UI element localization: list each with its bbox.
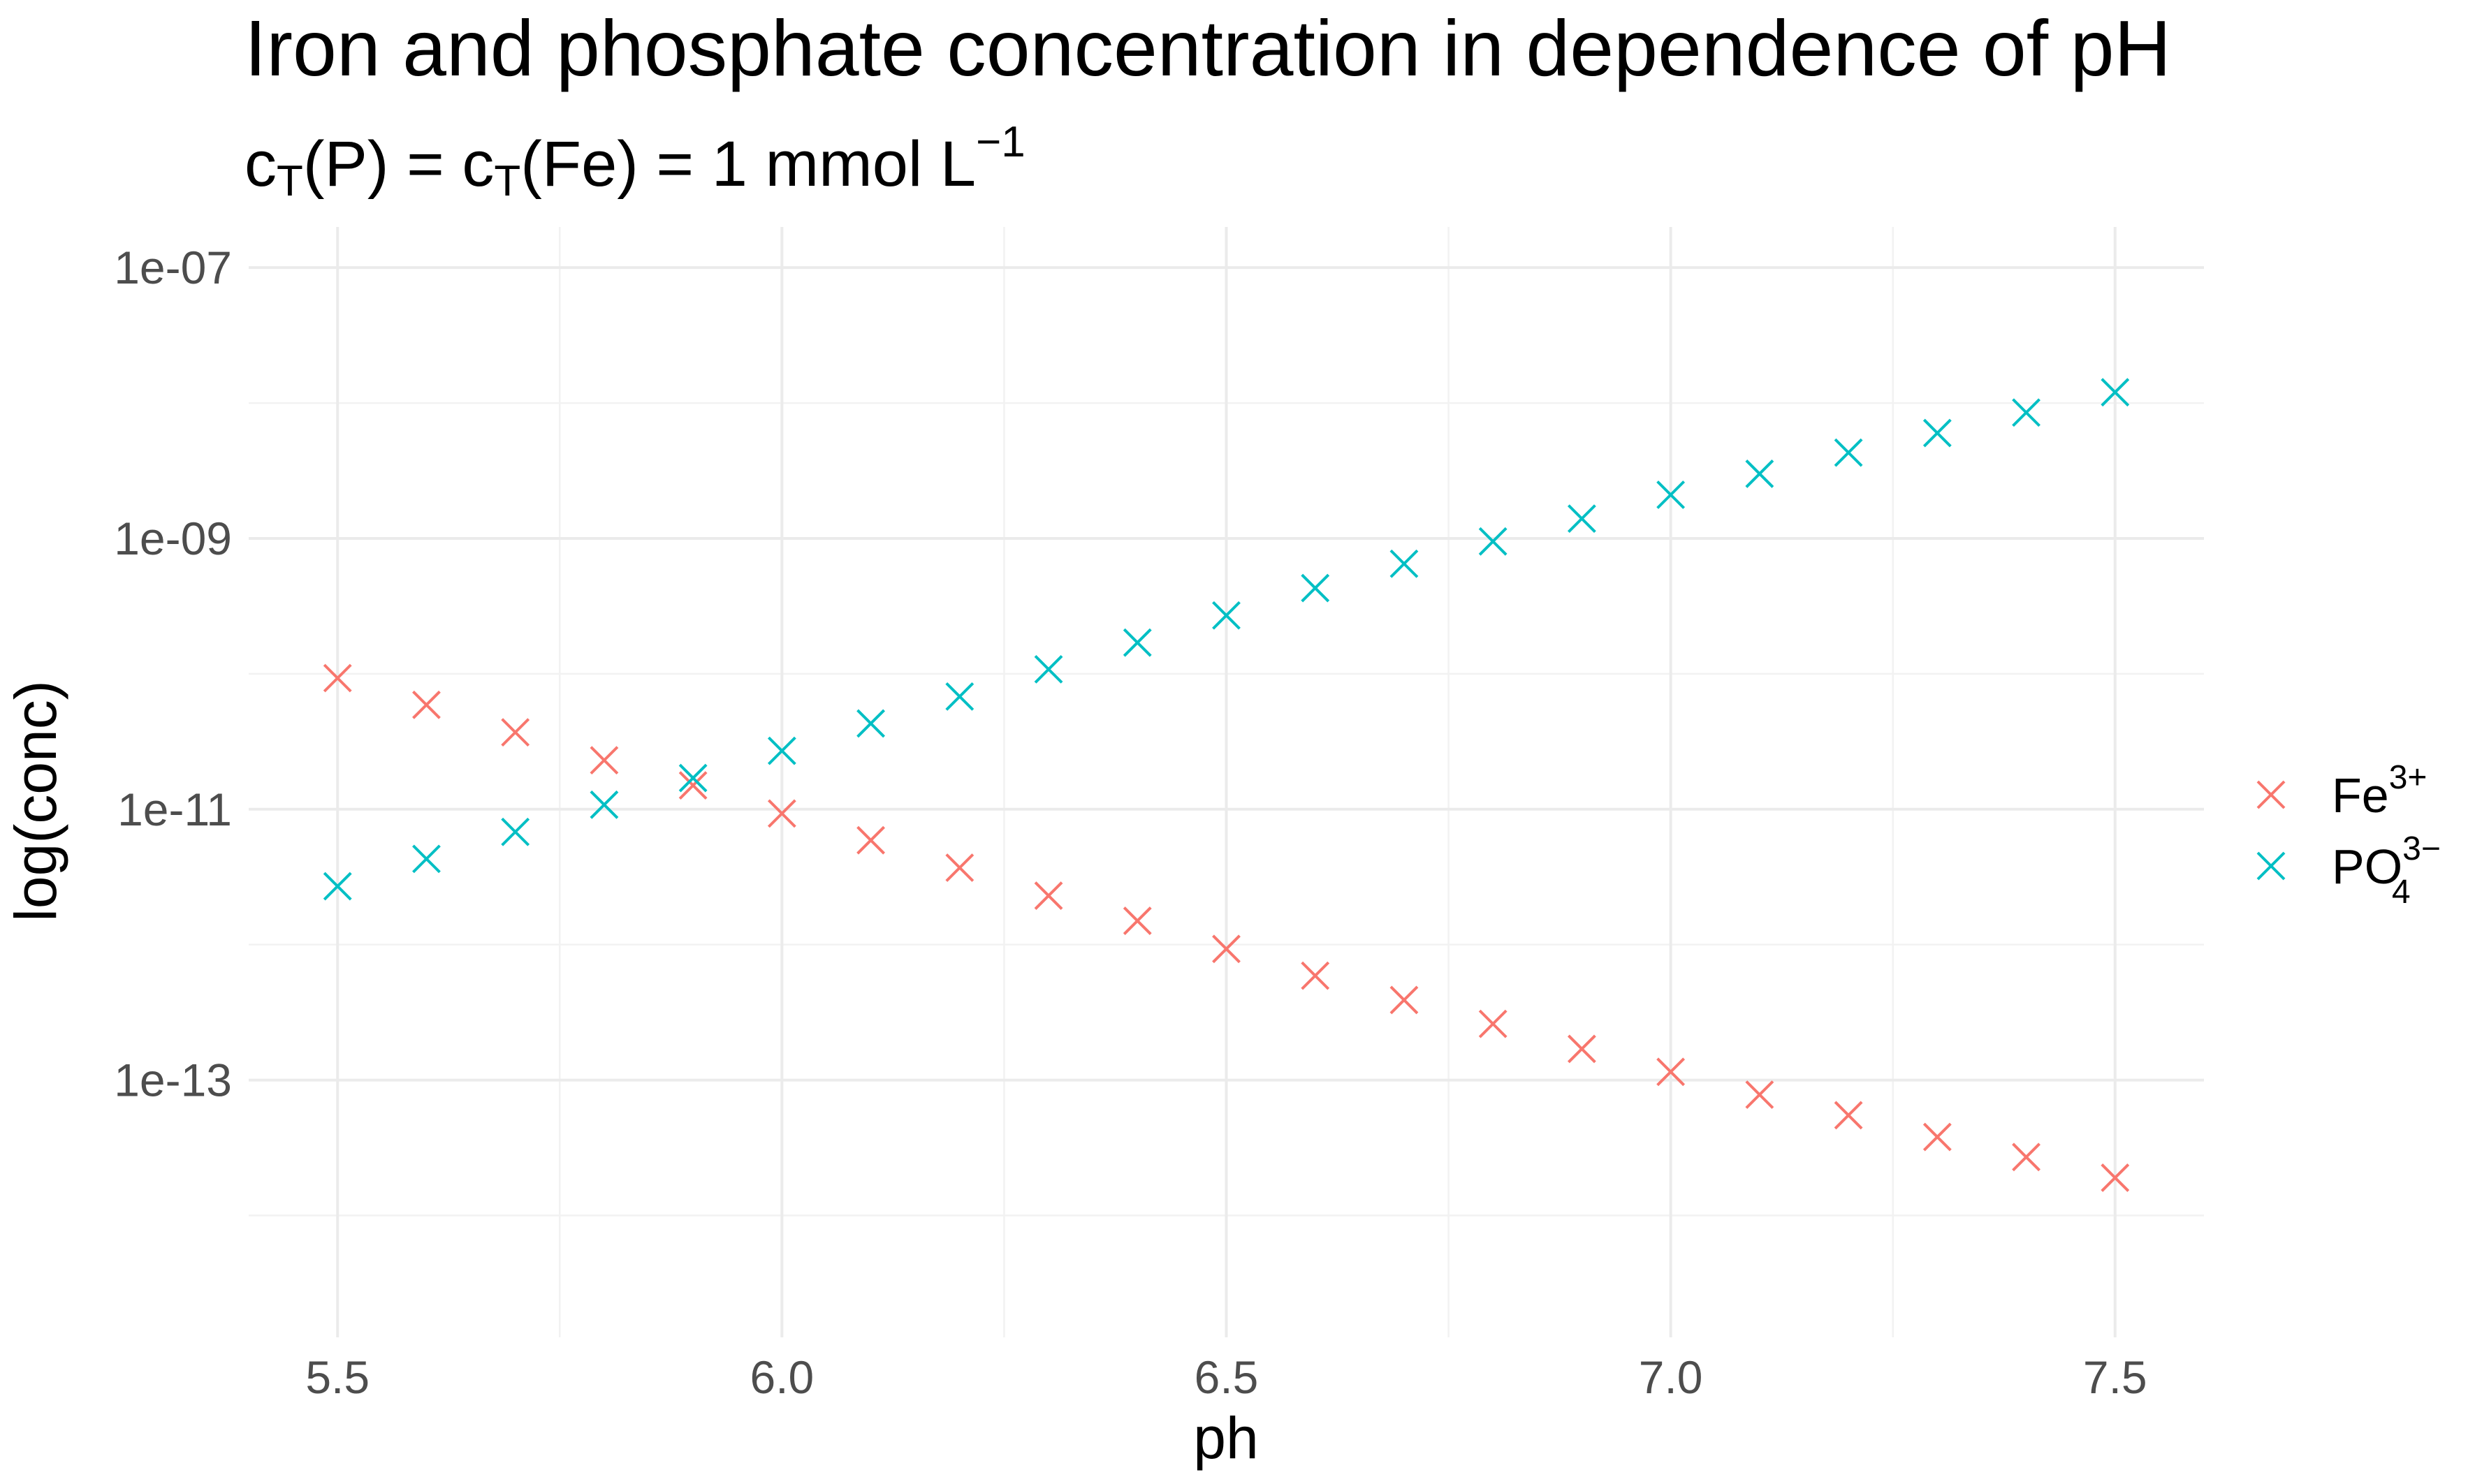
data-point-series-1 [1478,1009,1507,1038]
data-point-series-1 [1922,1122,1952,1152]
data-point-series-1 [1034,881,1063,910]
y-tick-label: 1e-07 [114,242,232,293]
data-point-series-2 [1834,438,1863,467]
data-point-series-1 [1301,961,1330,990]
legend-label-2: PO3− 4 [2332,830,2441,911]
data-point-series-2 [1656,480,1686,509]
data-point-series-2 [323,872,352,901]
data-point-series-2 [2012,398,2040,427]
data-point-series-1 [1834,1101,1863,1130]
data-point-series-2 [412,844,441,874]
data-point-series-2 [945,682,974,711]
data-point-series-1 [501,718,530,747]
x-tick-label: 7.0 [1639,1351,1703,1403]
data-point-series-2 [590,790,619,819]
legend-key-1 [2256,780,2286,809]
x-tick-label: 6.0 [750,1351,814,1403]
x-tick-label: 5.5 [305,1351,370,1403]
data-point-series-1 [856,825,886,855]
data-point-series-1 [1745,1080,1774,1109]
data-point-series-2 [1922,418,1952,448]
data-point-series-1 [1567,1034,1596,1064]
data-point-series-1 [2012,1143,2040,1172]
x-tick-labels: 5.5 6.0 6.5 7.0 7.5 [305,1351,2147,1403]
data-point-series-2 [856,709,886,738]
data-point-series-2 [678,763,708,793]
x-tick-label: 7.5 [2083,1351,2147,1403]
data-point-series-2 [1389,549,1419,578]
y-tick-label: 1e-11 [117,784,232,835]
data-point-series-2 [1478,527,1507,556]
data-point-series-1 [945,853,974,882]
data-point-series-2 [1034,654,1063,684]
data-point-series-1 [678,771,708,800]
data-point-series-2 [1301,573,1330,603]
y-tick-label: 1e-09 [114,513,232,564]
data-point-series-1 [412,690,441,719]
data-point-series-2 [1745,460,1774,488]
legend-key-2 [2256,851,2286,881]
grid [249,227,2204,1337]
legend: Fe3+ PO3− 4 [2256,759,2441,911]
x-tick-label: 6.5 [1195,1351,1259,1403]
chart-subtitle: cT(P) = cT(Fe) = 1 mmol L−1 [244,118,1025,205]
data-points [323,378,2130,1192]
data-point-series-2 [1567,504,1596,534]
data-point-series-1 [767,799,796,828]
x-axis-label: ph [1193,1405,1258,1471]
data-point-series-1 [1656,1057,1686,1087]
y-tick-labels: 1e-07 1e-09 1e-11 1e-13 [114,242,232,1105]
chart-title: Iron and phosphate concentration in depe… [244,4,2171,92]
data-point-series-1 [2101,1163,2130,1192]
data-point-series-1 [1123,906,1152,935]
data-point-series-2 [2101,378,2130,407]
data-point-series-1 [1389,985,1419,1015]
y-axis-label: log(conc) [3,680,68,921]
data-point-series-1 [1212,934,1241,964]
y-tick-label: 1e-13 [114,1055,232,1106]
data-point-series-2 [1212,601,1241,630]
data-point-series-1 [323,663,352,693]
legend-label-1: Fe3+ [2332,759,2427,823]
data-point-series-2 [767,736,796,765]
data-point-series-2 [1123,628,1152,657]
data-point-series-2 [501,817,530,846]
data-point-series-1 [590,746,619,775]
